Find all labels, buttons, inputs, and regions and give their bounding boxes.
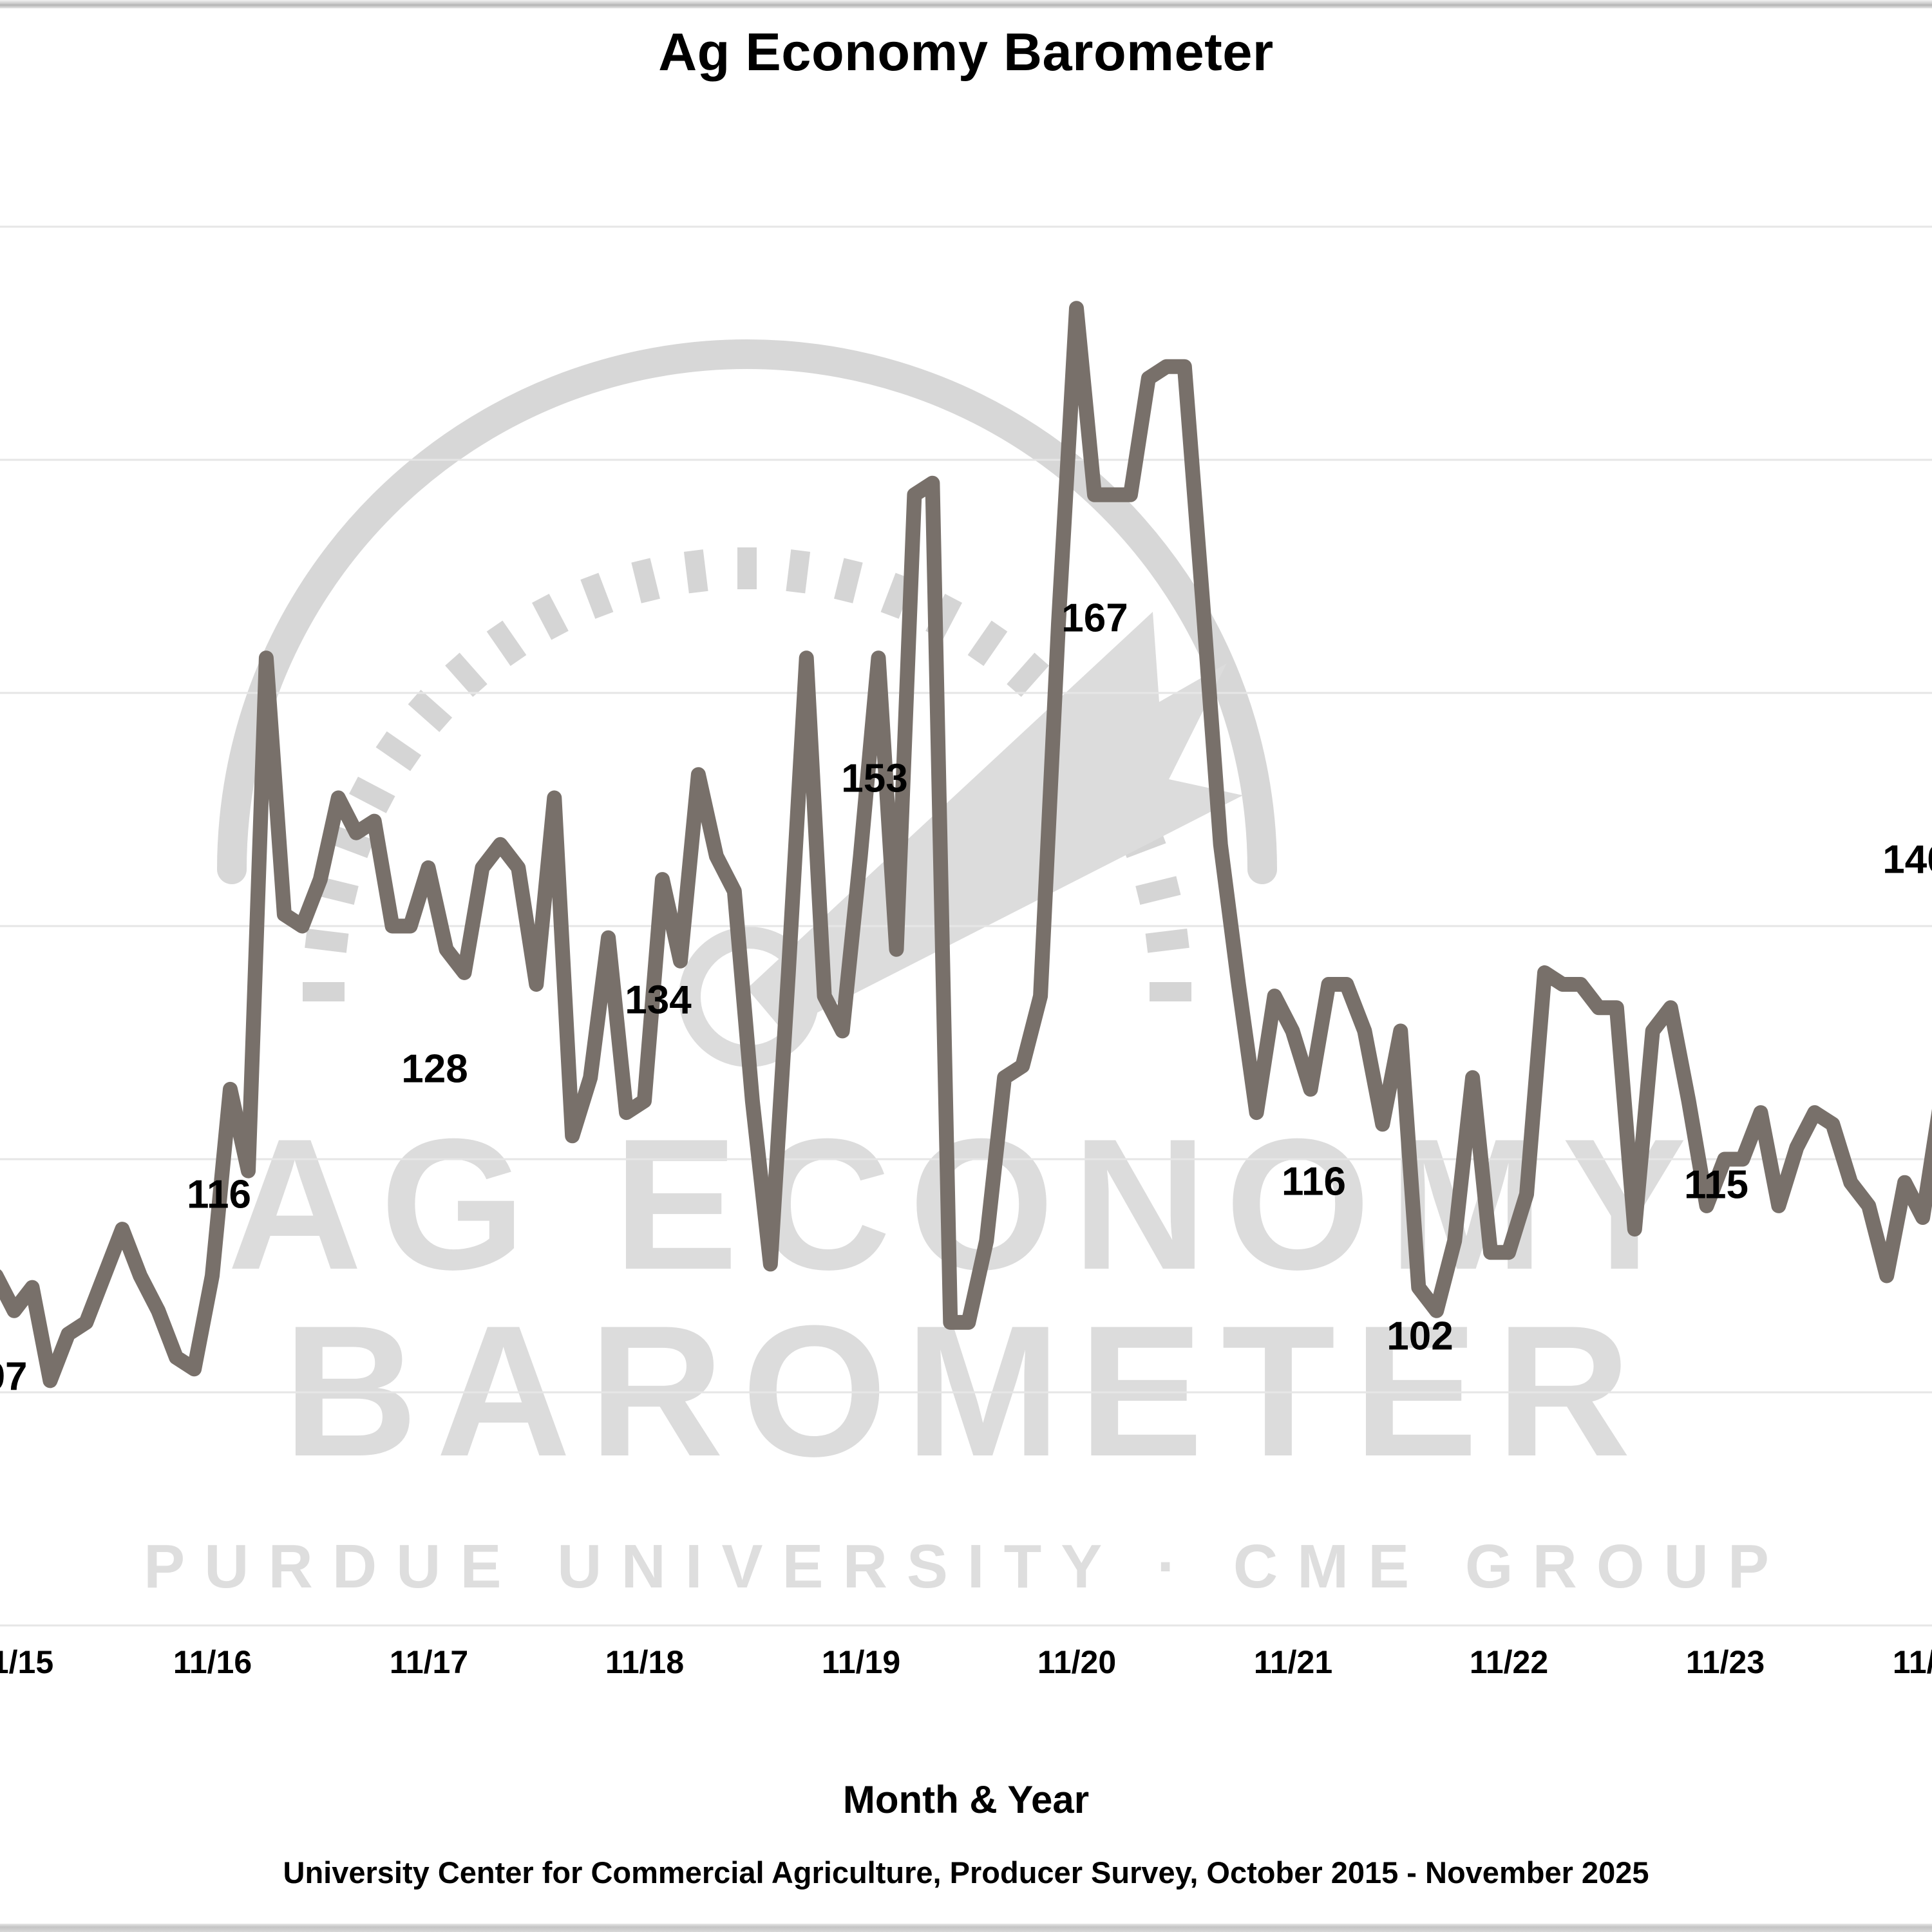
data-label-9: 140: [1882, 837, 1932, 882]
data-label-5: 167: [1061, 596, 1128, 641]
data-label-4: 153: [841, 756, 908, 801]
chart-plot-area: AG ECONOMY BAROMETER PURDUE UNIVERSITY ·…: [0, 213, 1932, 1636]
data-label-3: 134: [625, 978, 692, 1023]
dial-tick: [1007, 652, 1049, 697]
data-label-2: 128: [401, 1046, 468, 1092]
watermark-line-3: PURDUE UNIVERSITY · CME GROUP: [144, 1532, 1788, 1601]
page-title: Ag Economy Barometer: [658, 22, 1274, 82]
dial-tick: [1145, 928, 1189, 953]
x-axis-tick-labels: 11/15 11/16 11/17 11/18 11/19 11/20 11/21 11/22…: [0, 1643, 1932, 1695]
data-label-1: 116: [186, 1172, 252, 1217]
chart-gridlines: [0, 225, 1932, 1627]
x-axis-tick-11-21: 11/21: [1253, 1644, 1333, 1680]
x-axis-tick-11-20: 11/20: [1037, 1644, 1117, 1680]
dial-tick: [328, 825, 374, 858]
x-axis-tick-11-24: 11/24: [1892, 1644, 1932, 1680]
window-top-edge: [0, 0, 1932, 8]
dial-tick: [349, 777, 395, 813]
dial-tick: [880, 573, 914, 619]
x-axis-title: Month & Year: [842, 1778, 1090, 1821]
x-axis-tick-11-15: 11/15: [0, 1644, 54, 1680]
x-axis-tick-11-17: 11/17: [389, 1644, 469, 1680]
dial-tick: [631, 558, 660, 603]
dial-tick: [580, 573, 614, 619]
window-bottom-edge: [0, 1924, 1932, 1932]
dial-tick: [445, 652, 488, 697]
x-axis-tick-11-19: 11/19: [821, 1644, 901, 1680]
data-label-0: 97: [0, 1354, 28, 1399]
dial-tick: [683, 549, 708, 594]
data-label-6: 116: [1281, 1159, 1347, 1204]
dial-tick: [1135, 876, 1181, 905]
x-axis-tick-11-22: 11/22: [1469, 1644, 1549, 1680]
data-label-8: 115: [1683, 1162, 1749, 1208]
dial-tick: [408, 690, 453, 732]
dial-tick: [532, 594, 569, 640]
source-note: University Center for Commercial Agricul…: [283, 1855, 1649, 1889]
x-axis-tick-11-23: 11/23: [1685, 1644, 1765, 1680]
x-axis-tick-11-16: 11/16: [173, 1644, 252, 1680]
dial-tick: [786, 549, 811, 594]
dial-tick: [967, 620, 1008, 667]
dial-tick: [375, 731, 422, 772]
dial-tick: [305, 928, 349, 953]
dial-tick: [834, 558, 863, 603]
dial-tick: [486, 620, 527, 667]
x-axis-tick-11-18: 11/18: [605, 1644, 685, 1680]
barometer-line-chart: AG ECONOMY BAROMETER PURDUE UNIVERSITY ·…: [0, 225, 1932, 1627]
series-line-ag-economy-barometer: [0, 301, 1932, 1388]
data-label-7: 102: [1387, 1314, 1454, 1359]
